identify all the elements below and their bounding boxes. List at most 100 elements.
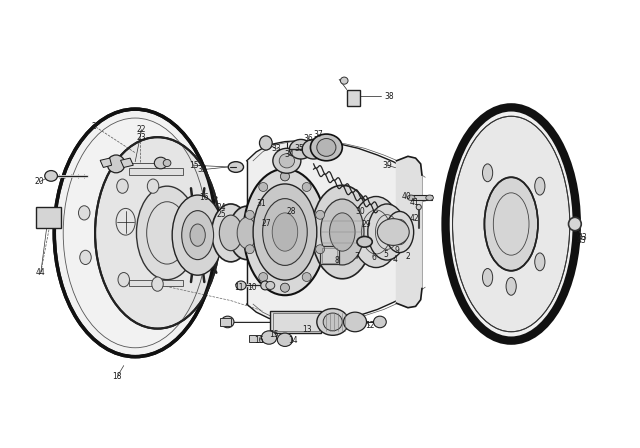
Ellipse shape — [483, 268, 493, 286]
Ellipse shape — [506, 277, 516, 295]
Ellipse shape — [289, 139, 312, 159]
Ellipse shape — [302, 139, 325, 159]
Text: 9: 9 — [394, 246, 399, 255]
Text: 5: 5 — [383, 250, 388, 259]
Ellipse shape — [568, 217, 581, 231]
Ellipse shape — [107, 155, 125, 173]
Ellipse shape — [407, 195, 415, 200]
Ellipse shape — [352, 197, 400, 267]
Text: 41: 41 — [410, 198, 419, 207]
Ellipse shape — [237, 217, 256, 249]
Polygon shape — [100, 158, 111, 168]
Ellipse shape — [260, 281, 269, 290]
Bar — [320, 246, 339, 264]
Ellipse shape — [386, 211, 413, 253]
Ellipse shape — [118, 272, 129, 287]
Bar — [347, 90, 360, 107]
Text: 14: 14 — [289, 336, 298, 345]
Ellipse shape — [426, 195, 433, 200]
Ellipse shape — [280, 283, 289, 292]
Text: 36: 36 — [303, 134, 314, 143]
Ellipse shape — [317, 309, 349, 335]
Ellipse shape — [277, 333, 292, 346]
Ellipse shape — [452, 116, 570, 332]
Bar — [273, 313, 319, 332]
Ellipse shape — [244, 169, 326, 295]
Ellipse shape — [79, 206, 90, 220]
Ellipse shape — [316, 211, 324, 219]
Ellipse shape — [273, 148, 301, 173]
Text: 10: 10 — [247, 283, 257, 292]
Text: 31: 31 — [257, 199, 266, 208]
Ellipse shape — [266, 281, 275, 289]
Ellipse shape — [368, 204, 406, 260]
Text: 34: 34 — [285, 151, 294, 159]
Ellipse shape — [253, 184, 317, 280]
Ellipse shape — [152, 277, 163, 291]
Text: 30: 30 — [355, 207, 365, 216]
Text: 29: 29 — [361, 220, 371, 229]
Ellipse shape — [280, 283, 289, 292]
Bar — [220, 319, 232, 326]
Ellipse shape — [310, 134, 342, 161]
Ellipse shape — [316, 245, 324, 254]
Text: 15: 15 — [189, 161, 198, 170]
Ellipse shape — [323, 313, 342, 331]
Ellipse shape — [272, 213, 298, 251]
Ellipse shape — [228, 162, 244, 172]
Text: 27: 27 — [261, 219, 271, 228]
Ellipse shape — [190, 224, 205, 246]
Text: 44: 44 — [36, 267, 46, 276]
Ellipse shape — [229, 206, 264, 260]
Ellipse shape — [80, 250, 92, 264]
Ellipse shape — [136, 186, 198, 280]
Ellipse shape — [54, 109, 216, 357]
Ellipse shape — [212, 204, 250, 262]
Ellipse shape — [163, 159, 171, 167]
Text: 24: 24 — [216, 202, 226, 211]
Text: 38: 38 — [384, 92, 394, 101]
Text: 33: 33 — [272, 144, 282, 153]
Ellipse shape — [116, 179, 128, 193]
Text: 20: 20 — [35, 177, 44, 186]
Ellipse shape — [172, 195, 223, 275]
Ellipse shape — [259, 182, 268, 191]
Text: 43: 43 — [578, 233, 588, 242]
Ellipse shape — [95, 137, 220, 329]
Ellipse shape — [302, 272, 311, 281]
Bar — [129, 168, 183, 175]
Ellipse shape — [484, 177, 538, 271]
Text: 35: 35 — [295, 144, 305, 153]
Ellipse shape — [236, 281, 246, 290]
Ellipse shape — [259, 136, 272, 150]
Ellipse shape — [220, 215, 243, 251]
Text: 23: 23 — [137, 133, 147, 142]
Ellipse shape — [378, 219, 409, 246]
Ellipse shape — [344, 312, 367, 332]
Ellipse shape — [535, 177, 545, 195]
Bar — [411, 195, 431, 200]
Polygon shape — [246, 141, 419, 323]
Text: 32: 32 — [197, 165, 207, 174]
Text: 13: 13 — [303, 325, 312, 334]
Text: 43: 43 — [577, 237, 586, 246]
Text: 16: 16 — [254, 336, 264, 345]
Bar — [322, 248, 337, 263]
Text: 22: 22 — [137, 125, 147, 134]
Ellipse shape — [245, 211, 254, 219]
Text: 4: 4 — [393, 255, 397, 264]
Ellipse shape — [330, 213, 355, 251]
Ellipse shape — [483, 164, 493, 182]
Ellipse shape — [280, 172, 289, 181]
Bar — [270, 311, 321, 333]
Ellipse shape — [302, 182, 311, 191]
Ellipse shape — [445, 108, 577, 340]
Ellipse shape — [535, 253, 545, 271]
Bar — [248, 335, 262, 342]
Text: 28: 28 — [287, 207, 296, 216]
Bar — [36, 207, 61, 228]
Ellipse shape — [262, 198, 307, 265]
Text: 6: 6 — [372, 253, 376, 262]
Text: 2*: 2* — [92, 122, 100, 131]
Ellipse shape — [357, 237, 372, 247]
